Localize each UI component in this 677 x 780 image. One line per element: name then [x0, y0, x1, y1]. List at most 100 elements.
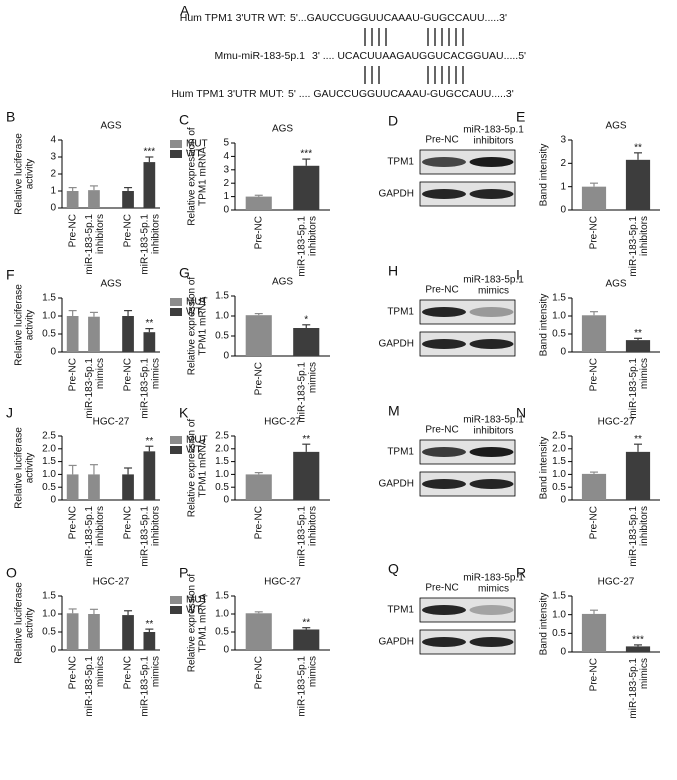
- sequence: 5' .... GAUCCUGGUUCAAAU-GUGCCAUU.....3': [288, 88, 514, 100]
- blot-band: [422, 189, 466, 199]
- bar: [581, 613, 607, 652]
- legend-label: MUT: [186, 435, 208, 446]
- lane-label: Pre-NC: [425, 135, 458, 146]
- significance-label: **: [145, 436, 153, 447]
- lane-label: Pre-NC: [425, 285, 458, 296]
- chart-title: AGS: [605, 121, 626, 132]
- y-tick-label: 1.5: [42, 456, 56, 467]
- blot-band: [422, 479, 466, 489]
- legend-label: MUT: [186, 595, 208, 606]
- band-label: TPM1: [387, 605, 414, 616]
- y-tick-label: 0: [560, 205, 566, 216]
- panel-letter: N: [516, 405, 526, 421]
- blot-band: [422, 637, 466, 647]
- y-tick-label: 2.5: [42, 431, 56, 442]
- significance-label: **: [145, 619, 153, 630]
- y-tick-label: 1.0: [42, 469, 56, 480]
- x-tick-label: Pre-NC: [67, 506, 78, 539]
- blot-band: [469, 637, 514, 647]
- lane-label: inhibitors: [473, 426, 513, 437]
- significance-label: **: [634, 434, 642, 445]
- x-tick-label: Pre-NC: [123, 506, 134, 539]
- panel-letter: A: [180, 3, 190, 19]
- y-tick-label: 0.5: [42, 329, 56, 340]
- chart-title: HGC-27: [93, 417, 130, 428]
- significance-label: **: [302, 434, 310, 445]
- legend-label: WT: [186, 445, 202, 456]
- panel-letter: D: [388, 113, 398, 129]
- y-tick-label: 1.0: [552, 609, 566, 620]
- significance-label: *: [304, 314, 308, 325]
- y-axis-label: TPM1 mRNA: [198, 296, 209, 355]
- y-tick-label: 3: [223, 164, 229, 175]
- y-tick-label: 2.5: [215, 431, 229, 442]
- significance-label: **: [634, 328, 642, 339]
- y-tick-label: 1.0: [42, 311, 56, 322]
- x-tick-label: miR-183-5p.1mimics: [628, 658, 650, 719]
- bar: [625, 340, 651, 352]
- y-axis-label: Relative expression of: [187, 127, 198, 226]
- panel-letter: O: [6, 565, 17, 581]
- y-tick-label: 0: [223, 495, 229, 506]
- x-tick-label: miR-183-5p.1inhibitors: [296, 506, 318, 567]
- y-tick-label: 1.5: [552, 591, 566, 602]
- bar: [66, 474, 79, 500]
- legend-swatch: [170, 140, 182, 148]
- lane-label: miR-183-5p.1: [463, 275, 524, 286]
- y-tick-label: 0: [223, 205, 229, 216]
- legend-swatch: [170, 308, 182, 316]
- bar: [245, 613, 272, 650]
- x-tick-label: Pre-NC: [123, 358, 134, 391]
- x-tick-label: Pre-NC: [123, 656, 134, 689]
- y-axis-label: activity: [25, 608, 36, 639]
- x-tick-label: Pre-NC: [253, 506, 264, 539]
- bar: [122, 615, 134, 650]
- legend-swatch: [170, 150, 182, 158]
- x-tick-label: Pre-NC: [253, 362, 264, 395]
- y-tick-label: 0: [50, 347, 56, 358]
- y-tick-label: 5: [223, 138, 229, 149]
- significance-label: **: [634, 142, 642, 153]
- panel-letter: Q: [388, 561, 399, 577]
- bar: [122, 474, 134, 500]
- chart-title: AGS: [100, 279, 121, 290]
- blot-band: [422, 605, 466, 615]
- legend-swatch: [170, 298, 182, 306]
- x-tick-label: Pre-NC: [589, 216, 600, 249]
- blot-band: [422, 447, 466, 457]
- bar: [581, 186, 607, 210]
- blot-band: [422, 307, 466, 317]
- y-tick-label: 4: [223, 151, 229, 162]
- blot-band: [422, 157, 466, 167]
- panel-letter: K: [179, 405, 189, 421]
- bar: [581, 473, 607, 500]
- y-axis-label: Relative luciferase: [14, 284, 25, 366]
- chart-title: HGC-27: [598, 577, 635, 588]
- bar: [143, 332, 156, 352]
- lane-label: mimics: [478, 584, 509, 595]
- y-tick-label: 1: [560, 181, 566, 192]
- y-tick-label: 1.0: [42, 609, 56, 620]
- bar: [245, 315, 272, 356]
- y-tick-label: 0: [50, 645, 56, 656]
- significance-label: ***: [144, 147, 156, 158]
- y-tick-label: 1.5: [42, 293, 56, 304]
- y-axis-label: Relative expression of: [187, 574, 198, 673]
- bar: [293, 165, 320, 210]
- x-tick-label: miR-183-5p.1mimics: [84, 656, 106, 717]
- chart-title: AGS: [272, 124, 293, 135]
- bar: [66, 191, 79, 208]
- bar: [293, 629, 320, 650]
- y-tick-label: 1.5: [215, 291, 229, 302]
- sequence: 5'...GAUCCUGGUUCAAAU-GUGCCAUU.....3': [290, 12, 507, 24]
- x-tick-label: Pre-NC: [67, 358, 78, 391]
- panel-letter: F: [6, 267, 15, 283]
- y-tick-label: 1.5: [215, 456, 229, 467]
- y-tick-label: 0.5: [552, 329, 566, 340]
- bar: [66, 613, 79, 650]
- lane-label: miR-183-5p.1: [463, 415, 524, 426]
- y-axis-label: Relative luciferase: [14, 582, 25, 664]
- band-label: TPM1: [387, 157, 414, 168]
- chart-title: HGC-27: [264, 577, 301, 588]
